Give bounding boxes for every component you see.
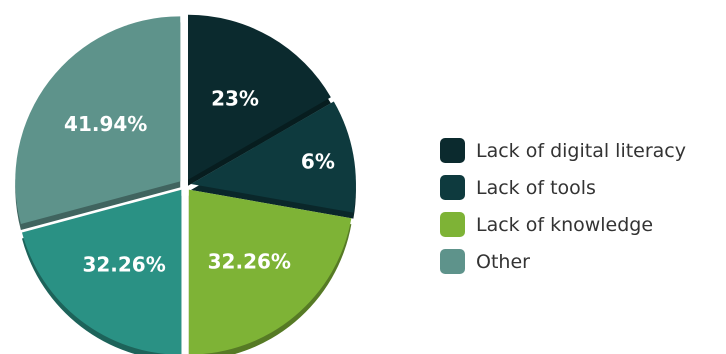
pie-slice-2	[190, 101, 356, 219]
legend-item: Lack of digital literacy	[440, 138, 686, 163]
slice-value-label: 23%	[211, 86, 259, 110]
legend-label: Lack of tools	[476, 176, 596, 199]
legend-label: Lack of knowledge	[476, 213, 654, 236]
pie-slice-1	[188, 14, 331, 186]
legend-swatch	[440, 249, 465, 274]
slice-value-label: 32.26%	[82, 252, 165, 276]
legend-item: Lack of knowledge	[440, 212, 686, 237]
slice-value-label: 41.94%	[64, 112, 147, 136]
pie-slice-face	[21, 189, 182, 354]
pie-slice-5	[15, 16, 181, 231]
pie-slice-face	[15, 16, 181, 225]
legend-swatch	[440, 212, 465, 237]
legend-label: Lack of digital literacy	[476, 139, 687, 162]
legend-label: Other	[476, 250, 530, 273]
pie-slice-face	[190, 101, 356, 213]
slice-value-label: 6%	[301, 150, 335, 174]
pie-slice-face	[188, 189, 352, 354]
slice-value-label: 32.26%	[208, 250, 291, 274]
pie-slice-3	[188, 189, 352, 354]
legend-swatch	[440, 175, 465, 200]
pie-slice-face	[188, 14, 331, 180]
legend-item: Lack of tools	[440, 175, 686, 200]
legend: Lack of digital literacy Lack of tools Lac…	[440, 138, 686, 286]
legend-swatch	[440, 138, 465, 163]
legend-item: Other	[440, 249, 686, 274]
pie-slice-4	[21, 189, 182, 354]
